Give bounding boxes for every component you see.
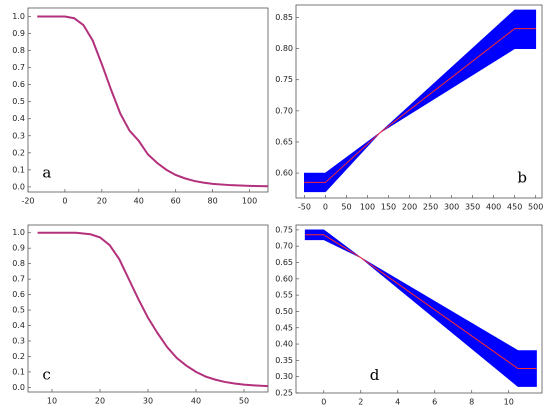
x-tick-label: 100: [242, 197, 257, 206]
y-tick-label: 0.60: [275, 169, 293, 178]
y-tick-label: 0.85: [275, 13, 293, 22]
x-tick-label: 300: [444, 203, 459, 212]
y-tick-label: 0.75: [275, 75, 293, 84]
y-tick-label: 0.65: [275, 258, 293, 267]
x-tick-label: 450: [507, 203, 522, 212]
x-tick-label: 200: [402, 203, 417, 212]
x-tick-label: 20: [97, 197, 107, 206]
x-tick-label: 0: [323, 203, 328, 212]
y-tick-label: 0.8: [12, 46, 25, 55]
panel-label: b: [517, 169, 527, 187]
y-tick-label: 0.4: [12, 321, 25, 330]
y-tick-label: 0.80: [275, 44, 293, 53]
y-tick-label: 0.0: [12, 383, 25, 392]
confidence-band: [304, 9, 537, 193]
panel-label: d: [370, 366, 380, 384]
curve: [37, 231, 269, 388]
y-tick-label: 0.70: [275, 106, 293, 115]
plot-frame: [295, 224, 543, 394]
y-tick-label: 0.70: [275, 242, 293, 251]
x-tick-label: 80: [208, 197, 218, 206]
x-tick-label: 0: [62, 197, 67, 206]
y-tick-label: 0.40: [275, 340, 293, 349]
panel-label: c: [42, 365, 50, 383]
x-tick-label: -20: [21, 197, 34, 206]
y-tick-label: 0.50: [275, 307, 293, 316]
center-line: [305, 234, 537, 370]
x-tick-label: 40: [134, 197, 144, 206]
x-tick-label: 40: [191, 397, 201, 406]
x-tick-label: 4: [395, 398, 400, 407]
x-tick-label: 400: [486, 203, 501, 212]
x-tick-label: 250: [423, 203, 438, 212]
curve: [37, 15, 269, 188]
y-tick-label: 0.75: [275, 225, 293, 234]
y-tick-label: 0.0: [12, 182, 25, 191]
center-line: [304, 28, 536, 183]
y-tick-label: 0.35: [275, 356, 293, 365]
x-tick-label: 500: [528, 203, 543, 212]
y-tick-label: 0.45: [275, 323, 293, 332]
x-tick-label: 10: [47, 397, 57, 406]
y-tick-label: 0.1: [12, 367, 25, 376]
confidence-band: [304, 229, 537, 387]
x-tick-label: 50: [239, 397, 249, 406]
y-tick-label: 0.9: [12, 244, 25, 253]
x-tick-label: 6: [432, 398, 437, 407]
x-tick-label: 10: [504, 398, 514, 407]
x-tick-label: -50: [298, 203, 311, 212]
y-tick-label: 1.0: [12, 12, 25, 21]
y-tick-label: 0.3: [12, 336, 25, 345]
y-tick-label: 0.55: [275, 291, 293, 300]
y-tick-label: 0.2: [12, 352, 25, 361]
y-tick-label: 0.3: [12, 131, 25, 140]
y-tick-label: 0.60: [275, 274, 293, 283]
x-tick-label: 60: [171, 197, 181, 206]
x-tick-label: 20: [95, 397, 105, 406]
y-tick-label: 0.5: [12, 97, 25, 106]
y-tick-label: 0.8: [12, 259, 25, 268]
y-tick-label: 0.7: [12, 63, 25, 72]
y-tick-label: 0.30: [275, 372, 293, 381]
y-tick-label: 0.1: [12, 165, 25, 174]
x-tick-label: 8: [469, 398, 474, 407]
x-tick-label: 350: [465, 203, 480, 212]
x-tick-label: 100: [360, 203, 375, 212]
y-tick-label: 0.65: [275, 137, 293, 146]
x-tick-label: 150: [381, 203, 396, 212]
y-tick-label: 0.9: [12, 29, 25, 38]
plot-frame: [295, 4, 543, 199]
y-tick-label: 0.6: [12, 80, 25, 89]
y-tick-label: 0.6: [12, 290, 25, 299]
y-tick-label: 0.25: [275, 389, 293, 398]
x-tick-label: 2: [358, 398, 363, 407]
y-tick-label: 0.5: [12, 306, 25, 315]
y-tick-label: 0.4: [12, 114, 25, 123]
plot-frame: [27, 224, 269, 393]
y-tick-label: 0.2: [12, 148, 25, 157]
x-tick-label: 30: [143, 397, 153, 406]
x-tick-label: 50: [341, 203, 351, 212]
plot-frame: [27, 7, 269, 193]
panel-label: a: [42, 164, 51, 182]
x-tick-label: 0: [321, 398, 326, 407]
y-tick-label: 1.0: [12, 228, 25, 237]
y-tick-label: 0.7: [12, 275, 25, 284]
